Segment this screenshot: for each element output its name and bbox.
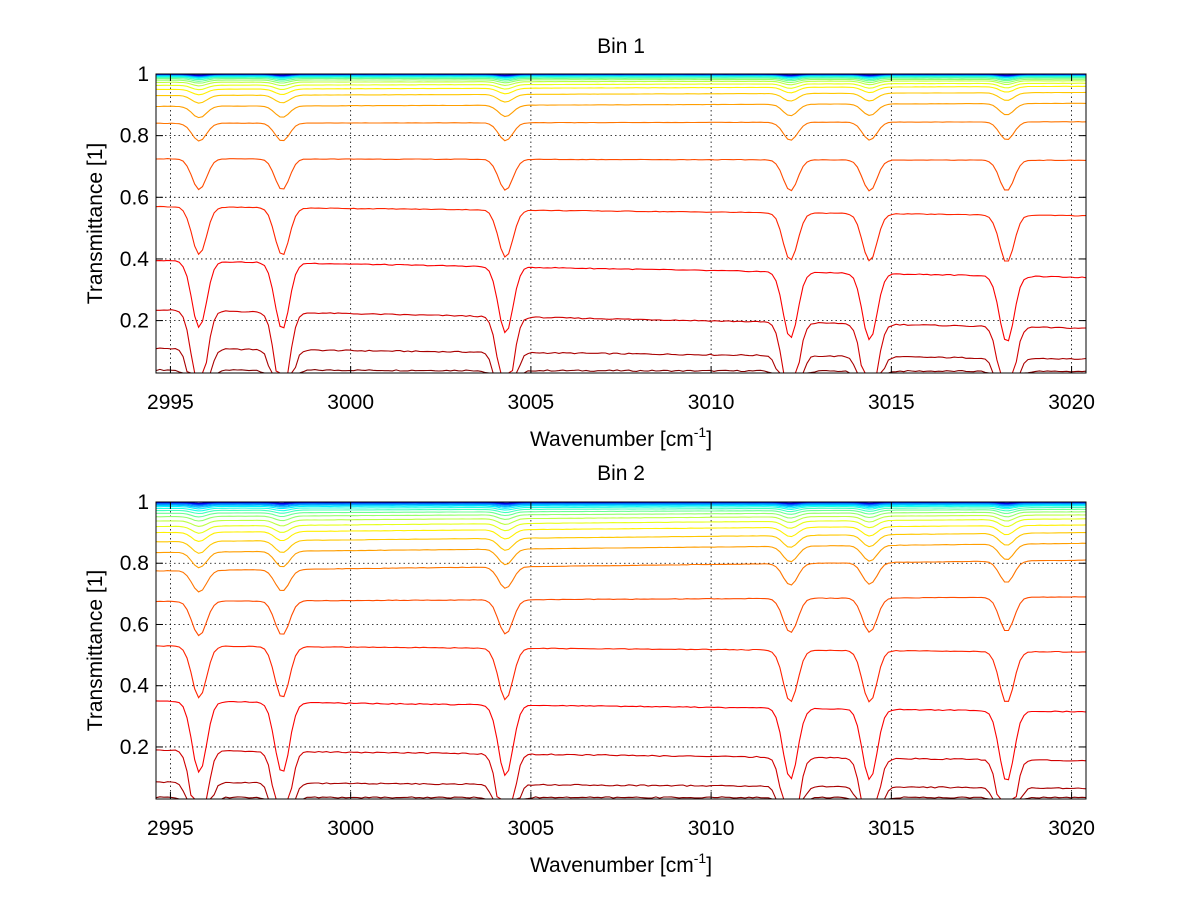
series-line (155, 504, 1086, 510)
y-axis-ticks: 0.2 0.4 0.6 0.8 1 (120, 491, 1086, 759)
chart-title: Bin 1 (597, 35, 645, 58)
series-line (156, 514, 1087, 527)
x-tick-label: 2995 (147, 817, 194, 840)
y-axis-label: Transmittance [1] (84, 143, 107, 304)
series-line (156, 309, 1087, 374)
x-tick-label: 3010 (688, 391, 735, 414)
chart-panel-bin-1: Bin 1 2995 3000 3005 3010 3015 3020 0.2 0.4 0.6… (84, 35, 1095, 451)
x-tick-label: 3000 (327, 817, 374, 840)
y-axis-label: Transmittance [1] (84, 570, 107, 731)
y-tick-label: 0.8 (120, 552, 149, 575)
series-line (155, 749, 1087, 800)
x-axis-label-superscript: -1 (694, 424, 707, 440)
series-lines (155, 501, 1087, 800)
series-line (155, 91, 1087, 104)
series-line (155, 532, 1086, 554)
x-tick-label: 3015 (868, 817, 915, 840)
series-line (155, 85, 1087, 96)
plot-area (156, 74, 1086, 373)
y-tick-label: 0.4 (120, 675, 150, 698)
x-tick-label: 3010 (688, 817, 735, 840)
series-line (155, 77, 1086, 82)
plot-area (156, 502, 1086, 799)
series-line (156, 506, 1086, 515)
series-line (156, 542, 1087, 569)
series-line (156, 82, 1087, 91)
series-line (155, 80, 1087, 87)
y-tick-label: 1 (137, 491, 149, 514)
series-line (156, 76, 1086, 81)
y-tick-label: 0.4 (120, 248, 150, 271)
series-line (155, 645, 1086, 703)
x-tick-label: 3020 (1048, 817, 1095, 840)
series-line (155, 259, 1087, 342)
x-tick-label: 2995 (147, 391, 194, 414)
series-line (155, 559, 1087, 593)
x-axis-label-end: ] (706, 854, 712, 877)
series-line (156, 102, 1087, 119)
series-line (155, 205, 1086, 262)
x-axis-label: Wavenumber [cm-1] (530, 424, 712, 451)
x-axis-label-superscript: -1 (694, 850, 707, 866)
series-line (155, 781, 1087, 800)
series-line (156, 121, 1087, 142)
series-line (155, 368, 1087, 374)
y-tick-label: 0.8 (120, 125, 149, 148)
x-axis-ticks: 2995 3000 3005 3010 3015 3020 (147, 502, 1095, 840)
x-tick-label: 3005 (508, 817, 555, 840)
x-axis-ticks: 2995 3000 3005 3010 3015 3020 (147, 74, 1095, 414)
series-line (156, 75, 1086, 79)
chart-title: Bin 2 (597, 462, 645, 485)
chart-panel-bin-2: Bin 2 2995 3000 3005 3010 3015 3020 0.2 0.4 0.6… (84, 462, 1095, 877)
x-tick-label: 3015 (868, 391, 915, 414)
series-line (155, 511, 1086, 522)
x-axis-label-text: Wavenumber [cm (530, 854, 694, 877)
series-line (155, 347, 1087, 374)
axes-frame (155, 501, 1087, 800)
series-line (155, 700, 1087, 781)
plot-background (156, 74, 1086, 373)
y-tick-label: 0.6 (120, 186, 149, 209)
y-tick-label: 0.2 (120, 736, 149, 759)
y-tick-label: 1 (137, 63, 149, 86)
x-axis-label-text: Wavenumber [cm (530, 428, 694, 451)
series-line (156, 502, 1086, 507)
series-line (155, 596, 1086, 637)
axes-frame (155, 73, 1087, 374)
x-tick-label: 3020 (1048, 391, 1095, 414)
x-axis-label: Wavenumber [cm-1] (530, 850, 712, 877)
series-line (156, 508, 1087, 518)
x-tick-label: 3005 (508, 391, 555, 414)
plot-background (156, 502, 1086, 799)
series-line (155, 796, 1087, 800)
x-axis-label-end: ] (706, 428, 712, 451)
series-line (155, 503, 1086, 508)
series-line (155, 158, 1087, 192)
series-line (156, 78, 1087, 84)
series-line (155, 524, 1087, 542)
series-line (155, 518, 1086, 534)
x-tick-label: 3000 (327, 391, 374, 414)
series-line (156, 505, 1087, 512)
y-tick-label: 0.2 (120, 310, 149, 333)
y-tick-label: 0.6 (120, 613, 149, 636)
y-axis-ticks: 0.2 0.4 0.6 0.8 1 (120, 63, 1086, 333)
